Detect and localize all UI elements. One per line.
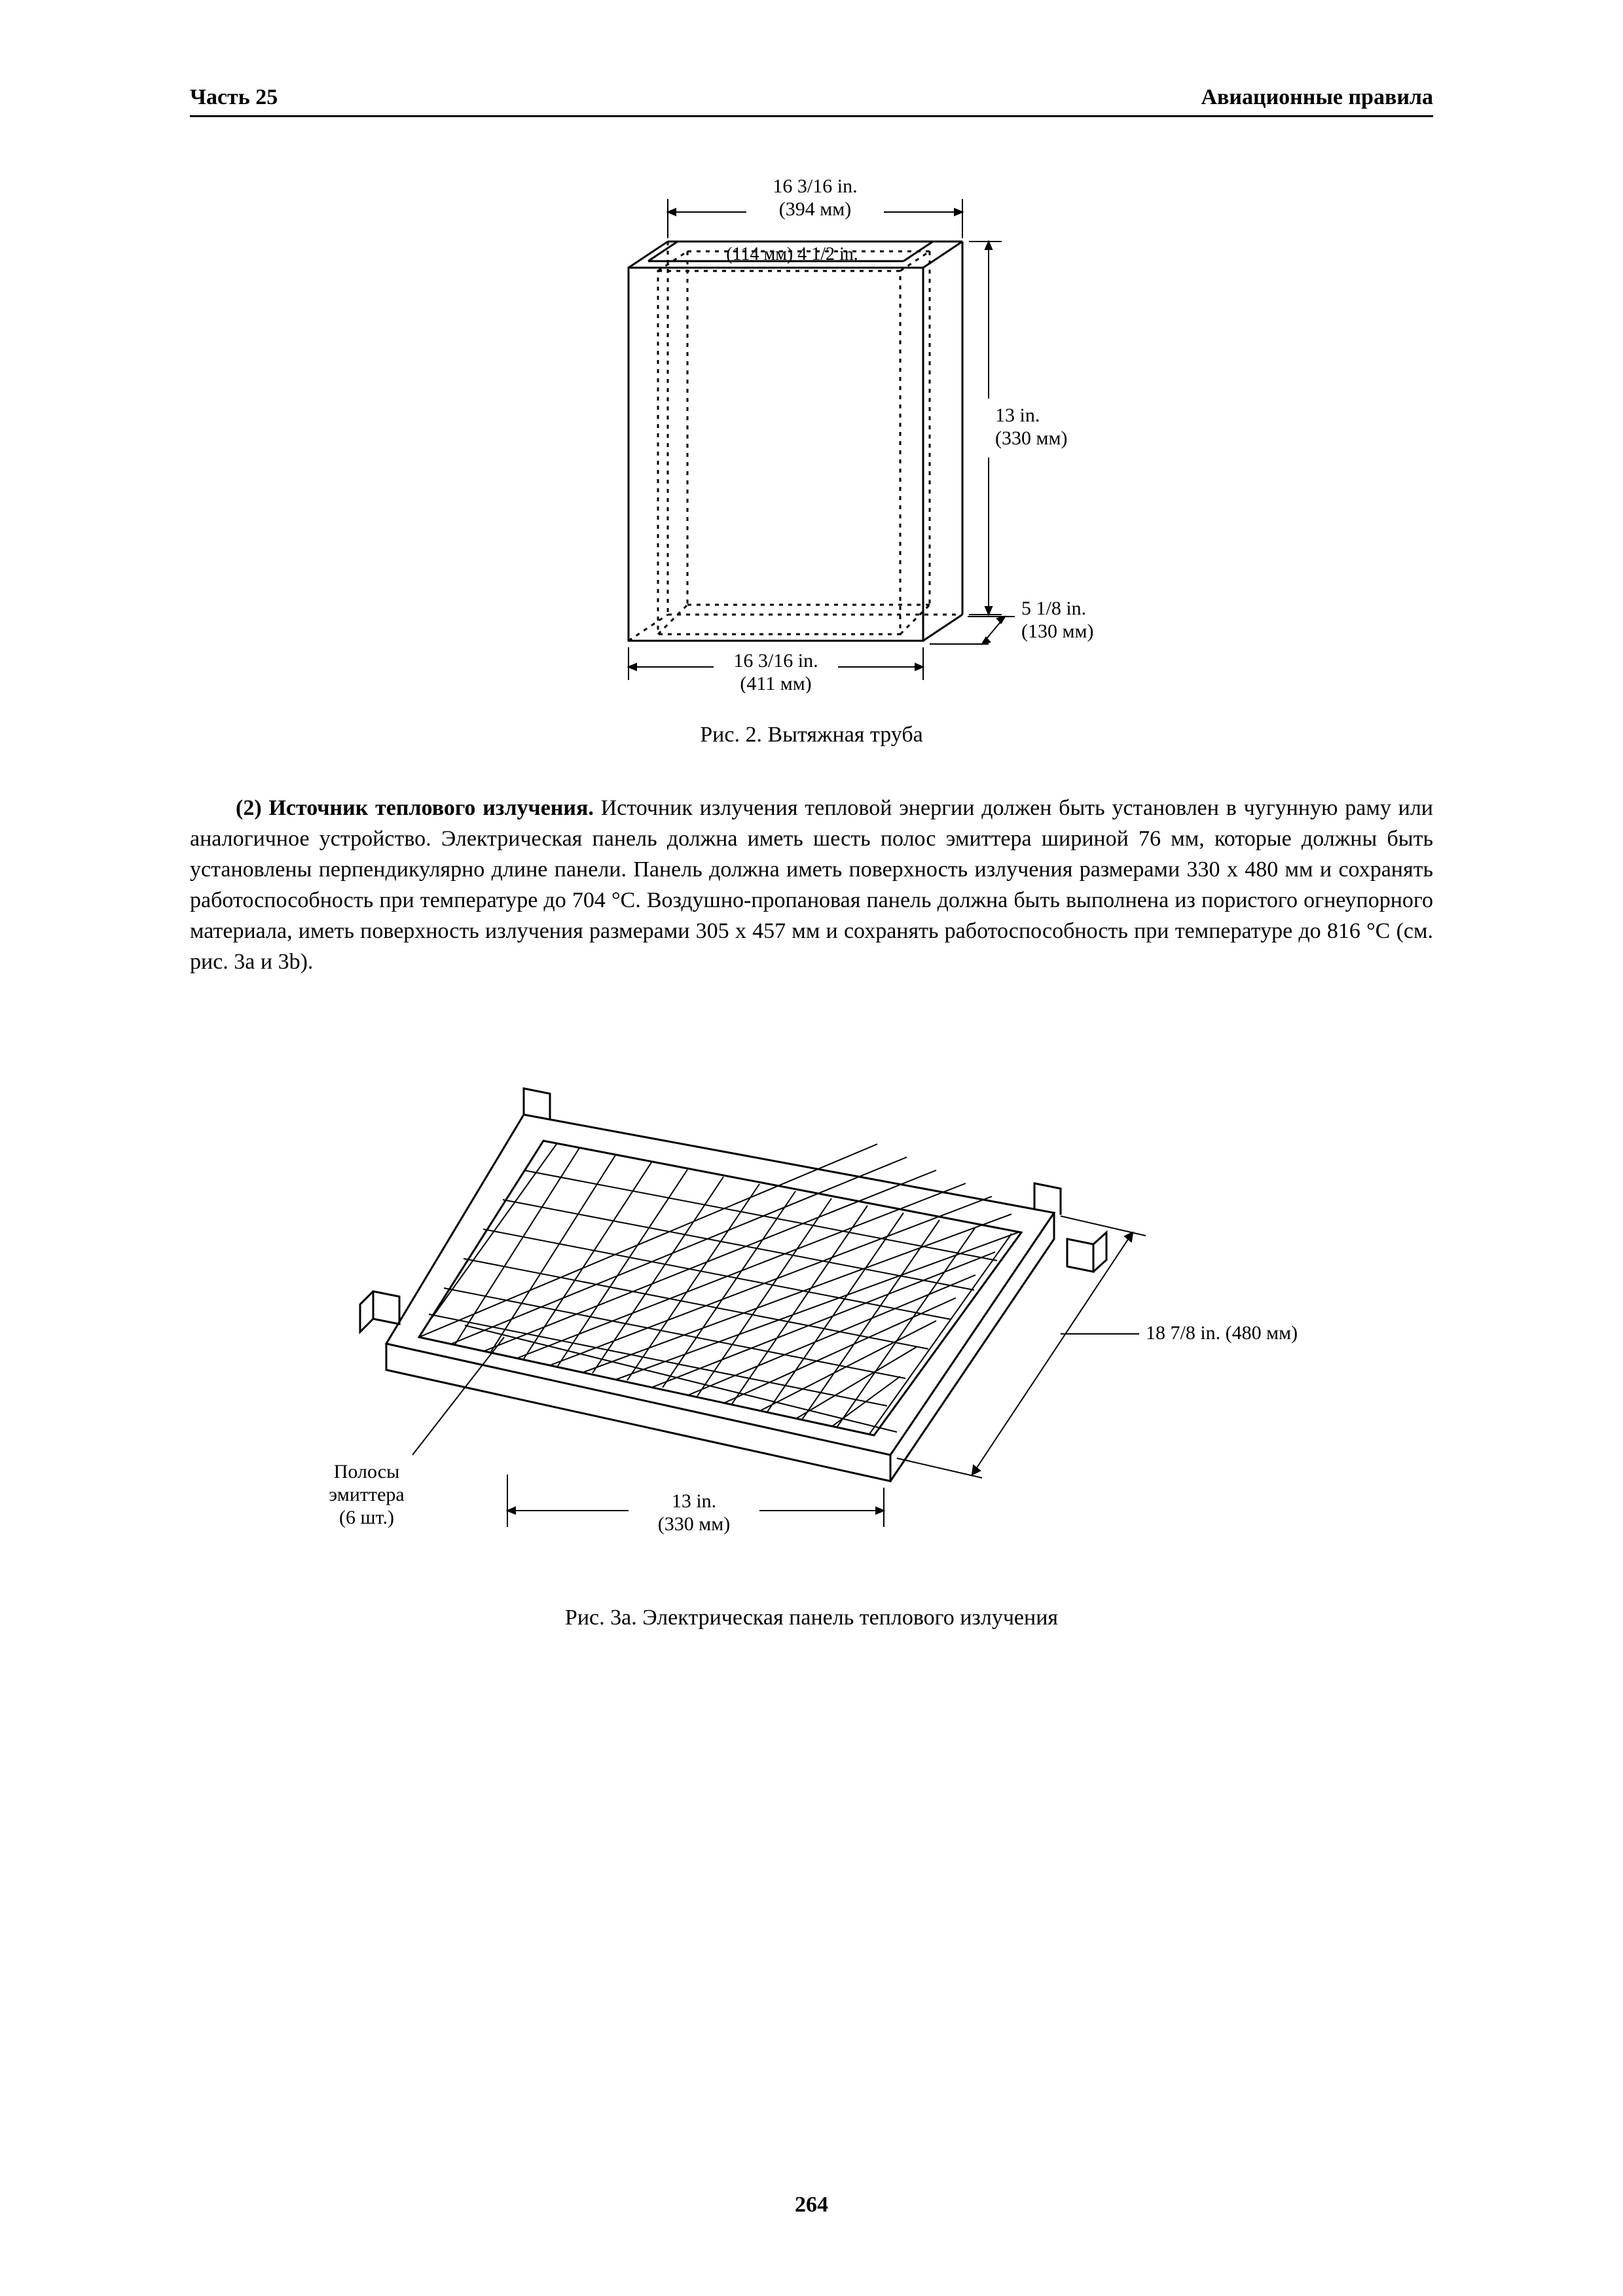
fig3a-width-in: 13 in. xyxy=(671,1490,716,1512)
fig3a-length: 18 7/8 in. (480 мм) xyxy=(1146,1322,1298,1344)
figure-3a-caption: Рис. 3а. Электрическая панель теплового … xyxy=(190,1605,1433,1630)
fig2-right-mm: (330 мм) xyxy=(995,427,1067,449)
figure-3a: 18 7/8 in. (480 мм) 13 in. (330 мм) Поло… xyxy=(190,1043,1433,1579)
header-left: Часть 25 xyxy=(190,85,278,110)
fig3a-emit-l1: Полосы xyxy=(333,1461,399,1482)
page-number: 264 xyxy=(0,2193,1623,2217)
fig2-right-in: 13 in. xyxy=(995,404,1040,426)
fig3a-emit-l3: (6 шт.) xyxy=(339,1507,394,1528)
fig2-depth-mm: (130 мм) xyxy=(1021,620,1093,642)
fig3a-width-mm: (330 мм) xyxy=(657,1513,729,1535)
para-lead: (2) Источник теплового излучения. xyxy=(236,796,594,820)
fig3a-emit-l2: эмиттера xyxy=(329,1484,405,1505)
document-page: Часть 25 Авиационные правила xyxy=(0,0,1623,2296)
fig2-bottom-in: 16 3/16 in. xyxy=(733,650,818,672)
figure-2: 16 3/16 in. (394 мм) (114 мм) 4 1/2 in. … xyxy=(190,156,1433,693)
para-body: Источник излучения тепловой энергии долж… xyxy=(190,796,1433,974)
figure-2-caption: Рис. 2. Вытяжная труба xyxy=(190,723,1433,747)
fig2-top-in: 16 3/16 in. xyxy=(773,175,857,197)
figure-3a-svg: 18 7/8 in. (480 мм) 13 in. (330 мм) Поло… xyxy=(288,1043,1336,1579)
page-header: Часть 25 Авиационные правила xyxy=(190,85,1433,117)
fig2-depth-in: 5 1/8 in. xyxy=(1021,598,1086,619)
fig2-top-mm: (394 мм) xyxy=(778,198,850,220)
header-right: Авиационные правила xyxy=(1201,85,1433,110)
paragraph-2: (2) Источник теплового излучения. Источн… xyxy=(190,793,1433,977)
figure-2-svg: 16 3/16 in. (394 мм) (114 мм) 4 1/2 in. … xyxy=(517,156,1106,693)
fig2-bottom-mm: (411 мм) xyxy=(740,673,811,693)
